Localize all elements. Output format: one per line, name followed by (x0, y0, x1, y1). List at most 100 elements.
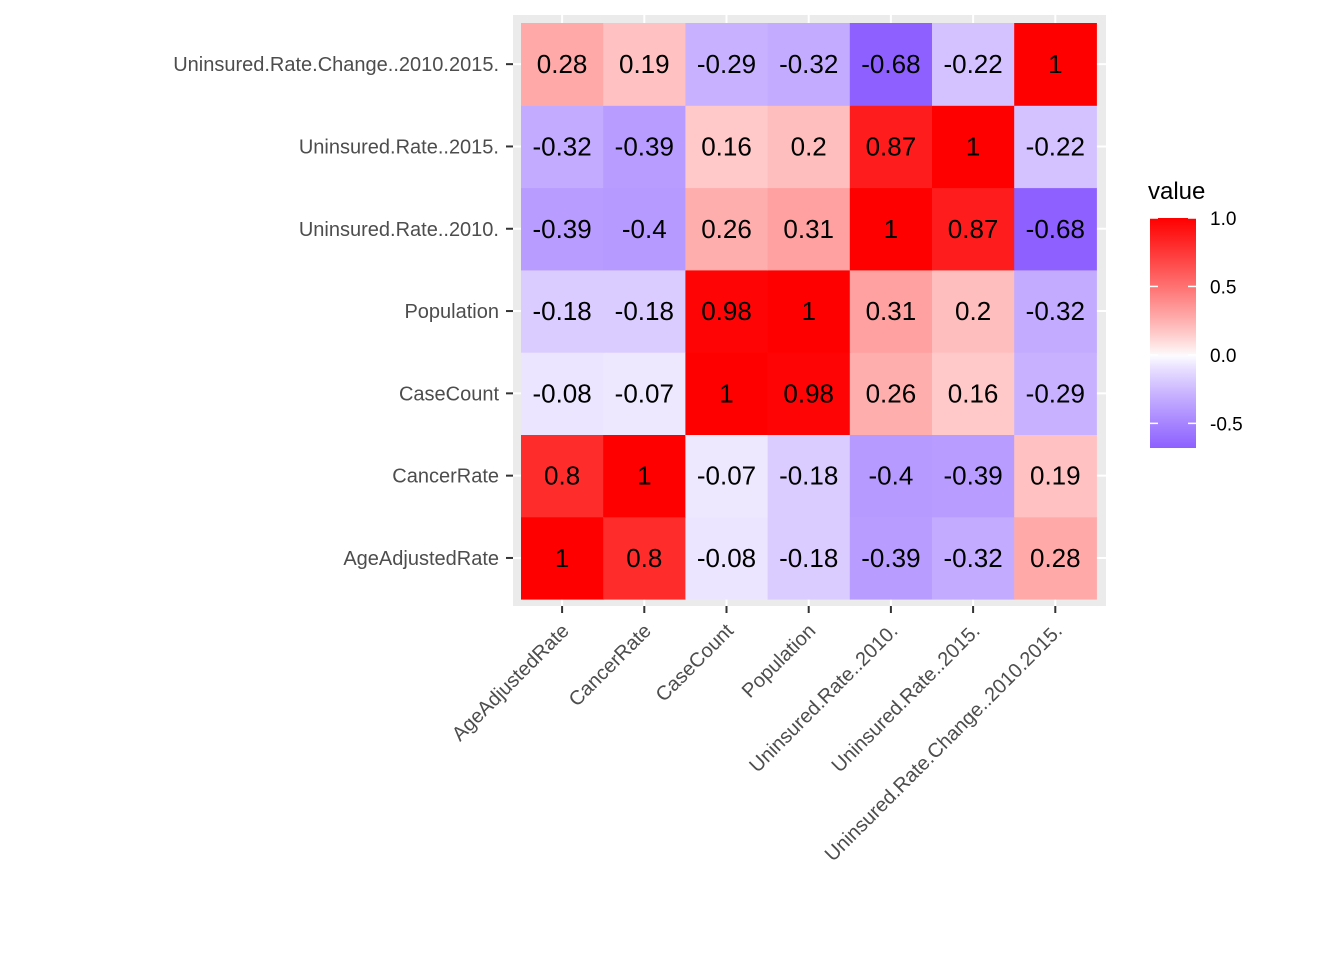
heatmap-cell (603, 352, 686, 435)
heatmap-cell (1014, 352, 1097, 435)
cell-value-label: 0.26 (866, 378, 917, 408)
x-axis-tick-label: Population (738, 620, 820, 702)
cell-value-label: -0.32 (1026, 296, 1085, 326)
cell-value-label: -0.22 (1026, 131, 1085, 161)
cell-value-label: 0.19 (619, 49, 670, 79)
cell-value-label: 0.8 (626, 543, 662, 573)
heatmap-cell (849, 352, 933, 435)
cell-value-label: 0.98 (783, 378, 834, 408)
cell-value-label: 0.26 (701, 214, 752, 244)
cell-value-label: -0.32 (532, 131, 591, 161)
heatmap-cell (685, 434, 769, 518)
cell-value-label: -0.39 (861, 543, 920, 573)
x-axis-tick-label: Uninsured.Rate..2015. (828, 620, 985, 777)
heatmap-cell (1014, 23, 1097, 106)
cell-value-label: -0.32 (779, 49, 838, 79)
cell-value-label: 1 (884, 214, 898, 244)
x-axis-tick-label: CaseCount (652, 620, 739, 707)
cell-value-label: -0.18 (615, 296, 674, 326)
heatmap-cell (603, 516, 686, 600)
cell-value-label: -0.29 (697, 49, 756, 79)
heatmap-cell (767, 105, 851, 189)
y-axis: AgeAdjustedRate CancerRate CaseCount Popula… (173, 54, 513, 570)
cell-value-label: -0.08 (532, 378, 591, 408)
heatmap-cell (603, 269, 686, 353)
heatmap-cell (521, 434, 604, 518)
cell-value-label: 0.16 (948, 378, 999, 408)
cell-value-label: 0.28 (537, 49, 588, 79)
legend-title: value (1148, 178, 1205, 205)
legend-break-label: 0.5 (1210, 277, 1236, 298)
cell-value-label: 1 (966, 131, 980, 161)
y-axis-tick-label: AgeAdjustedRate (343, 548, 499, 570)
heatmap-cell (1014, 187, 1097, 271)
heatmap-cell (932, 352, 1015, 435)
cell-value-label: -0.08 (697, 543, 756, 573)
cell-value-label: -0.07 (615, 378, 674, 408)
heatmap-cell (849, 23, 933, 106)
cell-value-label: -0.4 (868, 461, 913, 491)
heatmap-cell (685, 516, 769, 600)
heatmap-cell (685, 269, 769, 353)
cell-value-label: -0.29 (1026, 378, 1085, 408)
heatmap-cell (932, 23, 1015, 106)
x-axis-tick-label: Uninsured.Rate..2010. (745, 620, 902, 777)
cell-value-label: 0.16 (701, 131, 752, 161)
cell-value-label: 0.87 (948, 214, 999, 244)
heatmap-cell (685, 352, 769, 435)
heatmap-cell (1014, 269, 1097, 353)
heatmap-cell (1014, 516, 1097, 600)
heatmap-cell (603, 434, 686, 518)
cell-value-label: -0.22 (943, 49, 1002, 79)
legend-colorbar (1150, 218, 1196, 448)
cell-value-labels: 1 0.8 -0.08 -0.18 -0.39 -0.32 0.28 0.8 1 -0.07 -0.… (532, 49, 1084, 573)
heatmap-cell (767, 187, 851, 271)
heatmap-cell (849, 434, 933, 518)
heatmap-cell (521, 352, 604, 435)
heatmap-cell (685, 105, 769, 189)
cell-value-label: -0.4 (622, 214, 667, 244)
legend: value 1.0 0.5 0.0 -0.5 (1148, 178, 1243, 448)
y-axis-tick-label: Uninsured.Rate..2010. (299, 219, 499, 241)
cell-value-label: -0.07 (697, 461, 756, 491)
heatmap-cell (767, 352, 851, 435)
cell-value-label: -0.39 (532, 214, 591, 244)
cell-value-label: 0.31 (783, 214, 834, 244)
heatmap-cells (521, 23, 1097, 600)
heatmap-cell (849, 105, 933, 189)
cell-value-label: 0.98 (701, 296, 752, 326)
heatmap-cell (767, 23, 851, 106)
cell-value-label: 0.2 (955, 296, 991, 326)
heatmap-cell (767, 516, 851, 600)
heatmap-cell (932, 187, 1015, 271)
y-axis-tick-label: Population (404, 301, 499, 323)
cell-value-label: -0.32 (943, 543, 1002, 573)
cell-value-label: -0.18 (532, 296, 591, 326)
cell-value-label: 1 (1048, 49, 1062, 79)
cell-value-label: -0.18 (779, 461, 838, 491)
heatmap-cell (521, 105, 604, 189)
y-axis-tick-label: Uninsured.Rate.Change..2010.2015. (173, 54, 499, 76)
cell-value-label: -0.39 (943, 461, 1002, 491)
cell-value-label: 0.19 (1030, 461, 1081, 491)
cell-value-label: 1 (637, 461, 651, 491)
heatmap-cell (685, 187, 769, 271)
heatmap-cell (521, 516, 604, 600)
heatmap-cell (932, 105, 1015, 189)
heatmap-cell (521, 187, 604, 271)
legend-break-label: 1.0 (1210, 209, 1236, 230)
cell-value-label: 0.8 (544, 461, 580, 491)
heatmap-cell (603, 187, 686, 271)
cell-value-label: 1 (555, 543, 569, 573)
x-axis-tick-label: AgeAdjustedRate (448, 620, 574, 746)
cell-value-label: 0.28 (1030, 543, 1081, 573)
heatmap-cell (1014, 105, 1097, 189)
cell-value-label: -0.68 (861, 49, 920, 79)
heatmap-cell (849, 516, 933, 600)
heatmap-cell (849, 269, 933, 353)
heatmap-cell (767, 434, 851, 518)
cell-value-label: -0.68 (1026, 214, 1085, 244)
heatmap-cell (603, 105, 686, 189)
x-axis-tick-label: CancerRate (565, 620, 656, 711)
